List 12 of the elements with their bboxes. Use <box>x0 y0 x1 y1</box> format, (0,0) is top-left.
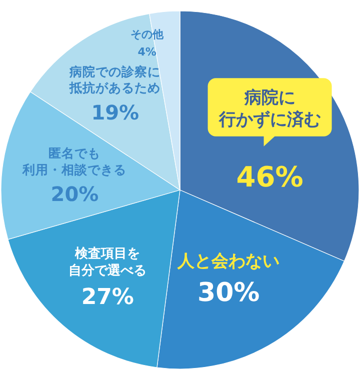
slice-label: その他 <box>130 28 165 41</box>
slice-label: 病院に行かずに済む <box>218 88 321 130</box>
data-label: 30% <box>197 278 260 308</box>
data-label: 46% <box>236 160 304 194</box>
data-label: 4% <box>138 46 156 59</box>
data-label: 19% <box>91 100 140 124</box>
data-label: 27% <box>81 284 134 310</box>
data-label: 20% <box>50 182 99 206</box>
slice-label: 検査項目を自分で選べる <box>68 246 147 278</box>
slice-label: 人と会わない <box>176 252 280 272</box>
slice-label: 病院での診察に抵抗があるため <box>68 64 161 96</box>
slice-label: 匿名でも利用・相談できる <box>22 146 127 177</box>
